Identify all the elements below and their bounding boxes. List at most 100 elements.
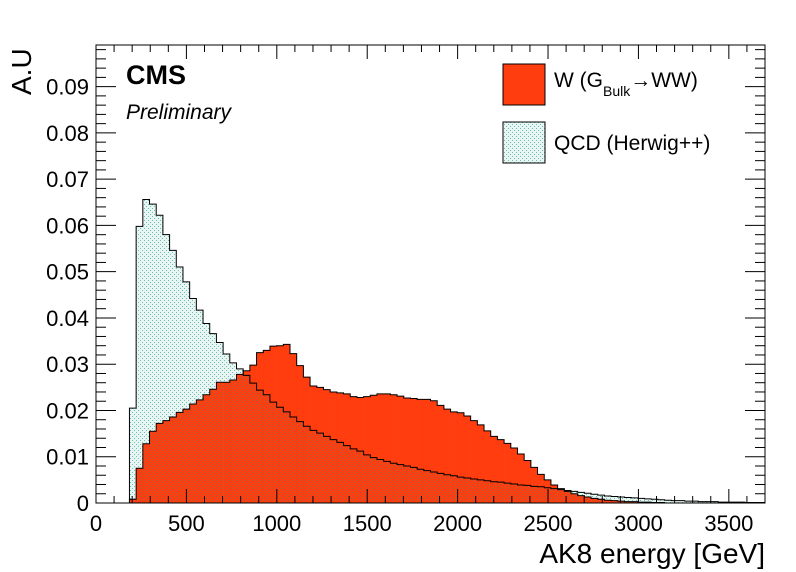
legend-label-signal: W (GBulk→WW) bbox=[554, 69, 698, 99]
overlap-bin bbox=[430, 472, 438, 503]
overlap-bin bbox=[149, 431, 157, 503]
x-tick-label: 3500 bbox=[704, 511, 753, 536]
qcd-bin bbox=[162, 234, 170, 504]
signal-bin bbox=[504, 443, 512, 503]
qcd-bin bbox=[129, 408, 137, 503]
overlap-bin bbox=[269, 402, 277, 503]
signal-bin bbox=[463, 416, 471, 503]
overlap-bin bbox=[182, 409, 190, 503]
qcd-bin bbox=[169, 250, 177, 503]
x-axis-ticks: 0 500 1000 1500 2000 2500 3000 3500 bbox=[90, 45, 753, 536]
signal-bin bbox=[417, 399, 425, 503]
signal-bin bbox=[490, 436, 498, 503]
qcd-bin bbox=[678, 500, 686, 503]
overlap-bin bbox=[303, 426, 311, 503]
overlap-bin bbox=[370, 457, 378, 503]
overlap-bin bbox=[276, 407, 284, 503]
overlap-bin bbox=[564, 491, 572, 503]
qcd-bin bbox=[684, 501, 692, 503]
qcd-bin bbox=[664, 500, 672, 503]
overlap-bin bbox=[477, 479, 485, 503]
qcd-bin bbox=[617, 496, 625, 503]
overlap-bin bbox=[617, 501, 625, 503]
overlap-bin bbox=[457, 477, 465, 503]
signal-bin bbox=[443, 409, 451, 503]
qcd-bin bbox=[651, 499, 659, 503]
x-tick-label: 500 bbox=[168, 511, 205, 536]
overlap-bin bbox=[162, 420, 170, 503]
signal-outline bbox=[128, 343, 666, 504]
legend-swatch-qcd bbox=[502, 121, 546, 164]
overlap-bin bbox=[249, 383, 257, 503]
overlap-bin bbox=[156, 423, 164, 503]
overlap-bin bbox=[631, 501, 639, 503]
overlap-bin bbox=[490, 481, 498, 503]
overlap-bin bbox=[136, 468, 144, 503]
signal-bin bbox=[524, 460, 532, 503]
overlap-bin bbox=[577, 495, 585, 503]
qcd-bin bbox=[156, 215, 164, 503]
overlap-bin bbox=[611, 500, 619, 503]
overlap-bin bbox=[624, 501, 632, 503]
overlap-bin bbox=[397, 464, 405, 503]
overlap-bin bbox=[597, 499, 605, 503]
x-tick-label: 2500 bbox=[524, 511, 573, 536]
overlap-hatch bbox=[129, 374, 665, 503]
overlap-bin bbox=[323, 436, 331, 503]
signal-bin bbox=[517, 453, 525, 503]
signal-bin bbox=[410, 398, 418, 503]
overlap-bin bbox=[443, 474, 451, 503]
qcd-bin bbox=[691, 501, 699, 503]
signal-bin bbox=[457, 412, 465, 503]
overlap-bin bbox=[530, 486, 538, 503]
y-tick-label: 0.01 bbox=[46, 445, 89, 470]
overlap-bin bbox=[591, 498, 599, 503]
x-axis-title: AK8 energy [GeV] bbox=[539, 538, 765, 569]
y-tick-label: 0.04 bbox=[46, 306, 89, 331]
qcd-bin bbox=[611, 496, 619, 503]
overlap-bin bbox=[410, 467, 418, 503]
signal-bin bbox=[484, 430, 492, 503]
overlap-bin bbox=[570, 493, 578, 503]
overlap-bin bbox=[497, 482, 505, 503]
qcd-bin bbox=[142, 199, 150, 504]
signal-bin bbox=[403, 397, 411, 503]
qcd-bin bbox=[182, 281, 190, 503]
overlap-bin bbox=[437, 473, 445, 503]
qcd-bin bbox=[644, 498, 652, 503]
y-tick-label: 0 bbox=[77, 491, 89, 516]
overlap-bin bbox=[223, 382, 231, 503]
overlap-bin bbox=[336, 442, 344, 503]
overlap-bin bbox=[290, 416, 297, 503]
overlap-bin bbox=[142, 443, 150, 503]
overlap-bin bbox=[517, 484, 525, 503]
signal-bin bbox=[397, 396, 405, 503]
overlap-bin bbox=[196, 399, 204, 503]
signal-bin bbox=[376, 393, 384, 503]
qcd-bin bbox=[136, 226, 144, 503]
overlap-bin bbox=[316, 433, 324, 503]
signal-bin bbox=[370, 395, 378, 503]
overlap-bin bbox=[330, 439, 338, 503]
overlap-bin bbox=[463, 478, 471, 503]
overlap-bin bbox=[356, 451, 364, 503]
qcd-bin bbox=[631, 497, 639, 503]
overlap-bin bbox=[169, 416, 177, 503]
overlap-bin bbox=[296, 421, 304, 503]
overlap-bin bbox=[470, 478, 478, 503]
signal-bin bbox=[430, 400, 438, 503]
overlap-bin bbox=[383, 461, 391, 503]
overlap-bin bbox=[504, 483, 512, 503]
legend-label-qcd: QCD (Herwig++) bbox=[554, 132, 710, 155]
qcd-bin bbox=[657, 499, 665, 503]
overlap-bin bbox=[484, 480, 492, 503]
overlap-bin bbox=[390, 463, 398, 503]
overlap-bin bbox=[216, 382, 224, 503]
x-tick-label: 2000 bbox=[433, 511, 482, 536]
y-axis-ticks: 0 0.01 0.02 0.03 0.04 0.05 0.06 0.07 0.08 0.09 bbox=[46, 49, 765, 516]
overlap-bin bbox=[584, 496, 592, 503]
qcd-bin bbox=[704, 501, 712, 503]
overlap-bin bbox=[203, 394, 211, 503]
overlap-bin bbox=[423, 470, 431, 503]
